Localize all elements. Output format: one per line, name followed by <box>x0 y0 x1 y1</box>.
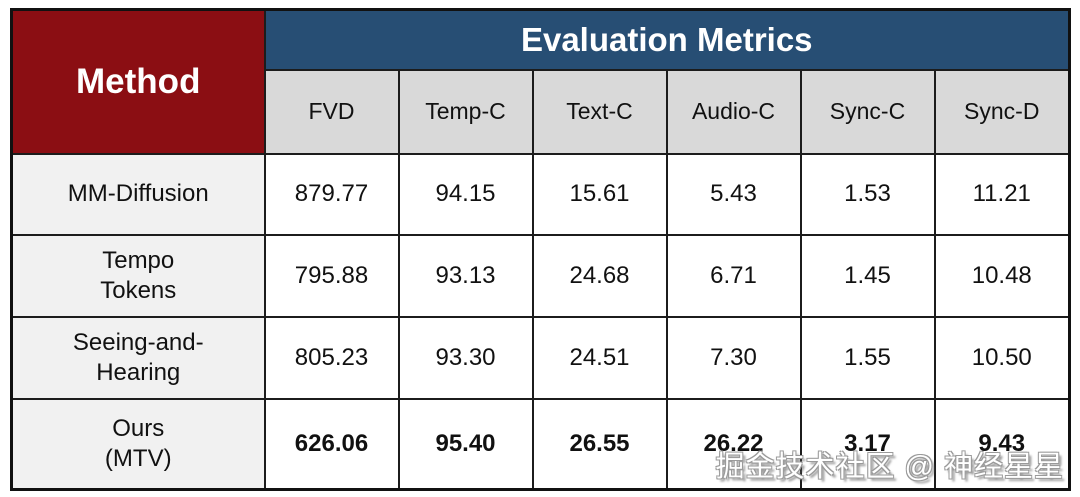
metric-value: 11.21 <box>933 152 1071 236</box>
metric-subheader-row: FVD Temp-C Text-C Audio-C Sync-C Sync-D <box>12 68 1071 155</box>
metric-value: 1.53 <box>799 152 936 236</box>
metric-value: 24.68 <box>531 233 668 318</box>
metric-value: 10.50 <box>933 315 1071 400</box>
metric-value: 26.22 <box>665 397 802 491</box>
metric-value: 9.43 <box>933 397 1071 491</box>
method-column-header: Method <box>10 8 266 155</box>
metric-value: 879.77 <box>263 152 400 236</box>
metric-value: 95.40 <box>397 397 534 491</box>
metric-value: 93.30 <box>397 315 534 400</box>
metric-value: 15.61 <box>531 152 668 236</box>
metric-value: 93.13 <box>397 233 534 318</box>
metric-value: 6.71 <box>665 233 802 318</box>
column-header-sync-c: Sync-C <box>799 68 936 155</box>
metric-value: 626.06 <box>263 397 400 491</box>
metric-value: 805.23 <box>263 315 400 400</box>
table-row-mm-diffusion: MM-Diffusion 879.77 94.15 15.61 5.43 1.5… <box>10 152 1071 236</box>
column-header-fvd: FVD <box>263 68 400 155</box>
metric-value: 10.48 <box>933 233 1071 318</box>
metric-value: 24.51 <box>531 315 668 400</box>
metric-value: 1.55 <box>799 315 936 400</box>
metric-value: 795.88 <box>263 233 400 318</box>
column-header-audio-c: Audio-C <box>665 68 802 155</box>
column-header-temp-c: Temp-C <box>397 68 534 155</box>
column-header-text-c: Text-C <box>531 68 668 155</box>
metric-value: 26.55 <box>531 397 668 491</box>
metric-value: 1.45 <box>799 233 936 318</box>
table-row-seeing-and-hearing: Seeing-and- Hearing 805.23 93.30 24.51 7… <box>10 315 1071 400</box>
method-name: Seeing-and- Hearing <box>10 315 266 400</box>
metric-value: 3.17 <box>799 397 936 491</box>
evaluation-metrics-header: Evaluation Metrics <box>263 8 1071 71</box>
method-name: Ours (MTV) <box>10 397 266 491</box>
metric-value: 94.15 <box>397 152 534 236</box>
method-name: MM-Diffusion <box>10 152 266 236</box>
table-row-tempo-tokens: Tempo Tokens 795.88 93.13 24.68 6.71 1.4… <box>10 233 1071 318</box>
column-header-sync-d: Sync-D <box>933 68 1071 155</box>
metric-value: 7.30 <box>665 315 802 400</box>
table-row-ours-mtv: Ours (MTV) 626.06 95.40 26.55 26.22 3.17… <box>10 397 1071 491</box>
metric-value: 5.43 <box>665 152 802 236</box>
evaluation-metrics-table: Method Evaluation Metrics FVD Temp-C Tex… <box>10 8 1071 491</box>
method-name: Tempo Tokens <box>10 233 266 318</box>
